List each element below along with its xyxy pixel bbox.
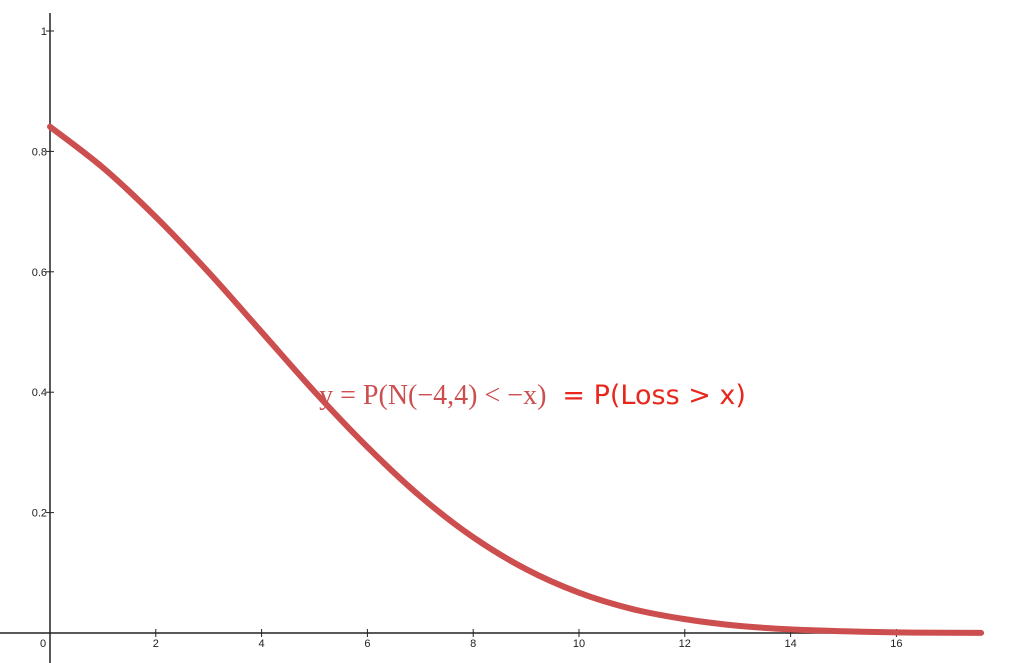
y-tick-label: 0.2 — [32, 508, 47, 520]
x-tick-label: 16 — [890, 638, 902, 650]
y-tick-label: 0.4 — [32, 387, 47, 399]
y-tick-label: 1 — [41, 26, 47, 38]
y-tick-label: 0.6 — [32, 267, 47, 279]
x-tick-label: 8 — [470, 638, 476, 650]
annotation-equivalence: = P(Loss > x) — [562, 380, 746, 411]
curve-annotation: y = P(N(−4,4) < −x) = P(Loss > x) — [319, 380, 746, 411]
x-tick-label: 0 — [40, 638, 46, 650]
x-tick-label: 6 — [364, 638, 370, 650]
x-tick-label: 12 — [679, 638, 691, 650]
y-tick-label: 0.8 — [32, 146, 47, 158]
x-tick-label: 14 — [784, 638, 796, 650]
x-tick-label: 4 — [259, 638, 265, 650]
y-ticks: 0.2 0.4 0.6 0.8 1 — [32, 26, 54, 520]
annotation-formula: y = P(N(−4,4) < −x) — [319, 380, 546, 411]
x-ticks: 0 2 4 6 8 10 12 14 16 — [40, 629, 903, 650]
series-line — [47, 123, 985, 636]
x-tick-label: 10 — [573, 638, 585, 650]
x-tick-label: 2 — [153, 638, 159, 650]
